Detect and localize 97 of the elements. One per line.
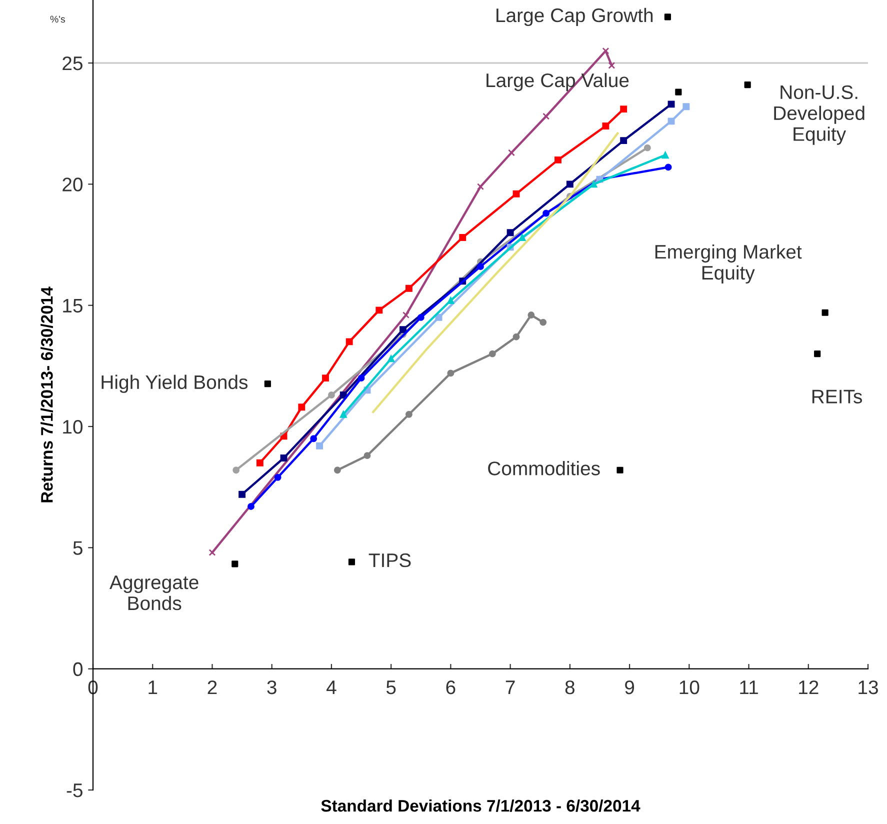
y-tick-label: 10 (63, 420, 83, 434)
point (675, 88, 682, 96)
annotation: Large Cap Growth (496, 8, 653, 26)
point (644, 144, 651, 152)
annotation: Aggregate Bonds (110, 576, 198, 610)
point (528, 312, 535, 319)
point (364, 452, 371, 460)
point (232, 466, 240, 474)
point (280, 454, 288, 462)
point (602, 122, 610, 130)
point (540, 318, 547, 326)
point (328, 392, 335, 398)
y-tick-label: 20 (62, 178, 83, 192)
x-tick-label: 7 (506, 680, 515, 694)
point (400, 326, 406, 334)
annotation: TIPS (368, 553, 411, 568)
point (664, 164, 672, 171)
point (447, 370, 454, 377)
annotation: Commodities (488, 461, 600, 476)
point (554, 156, 562, 164)
y-tick-label: 0 (73, 662, 83, 676)
point (388, 355, 395, 362)
point (477, 183, 484, 190)
annotation: Large Cap Value (486, 72, 629, 92)
point (590, 180, 598, 188)
point (668, 100, 675, 108)
point (340, 392, 347, 398)
point (447, 297, 454, 304)
point (682, 103, 690, 110)
point (814, 350, 821, 358)
x-tick-label: 4 (326, 680, 336, 694)
point (512, 333, 520, 340)
point (340, 410, 347, 418)
x-tick-label: 9 (625, 680, 634, 694)
x-tick-label: 1 (148, 680, 158, 694)
x-tick-label: 5 (386, 680, 396, 694)
point (506, 229, 514, 236)
y-axis-title: Returns 7/1/2013- 6/30/2014 (40, 286, 53, 502)
point (376, 306, 383, 314)
point (405, 410, 412, 418)
point (346, 338, 353, 346)
point (620, 137, 628, 144)
point (208, 549, 216, 556)
line-series (372, 132, 619, 414)
y-tick-label: 5 (73, 541, 82, 555)
point (459, 234, 466, 241)
x-tick-label: 13 (858, 680, 878, 694)
point (298, 404, 306, 411)
point (256, 459, 264, 466)
point (405, 284, 412, 292)
point (512, 190, 520, 198)
x-tick-label: 11 (740, 680, 758, 694)
point (232, 560, 238, 568)
point (668, 118, 675, 125)
point (542, 112, 550, 120)
point (417, 314, 424, 321)
x-tick-label: 8 (565, 680, 574, 694)
y-tick-label: 25 (62, 56, 82, 70)
point (488, 350, 496, 358)
point (435, 314, 442, 321)
point (664, 14, 671, 20)
x-tick-label: 12 (799, 680, 818, 694)
point (274, 474, 282, 481)
point (334, 466, 341, 474)
annotation: High Yield Bonds (102, 374, 248, 393)
point (508, 149, 515, 156)
point (602, 47, 610, 54)
point (662, 152, 669, 159)
point (518, 234, 526, 241)
point (316, 442, 324, 450)
point (264, 380, 271, 388)
point (477, 263, 484, 270)
annotation: REITs (812, 390, 862, 404)
point (310, 435, 318, 442)
annotation: Emerging Market Equity (655, 244, 802, 284)
x-tick-label: 3 (267, 680, 276, 694)
point (322, 374, 329, 382)
text: %'s (50, 16, 66, 23)
point (248, 503, 254, 510)
point (238, 490, 246, 498)
x-axis-title: Standard Deviations 7/1/2013 - 6/30/2014 (321, 799, 640, 812)
point (358, 374, 365, 382)
point (822, 309, 828, 316)
point (608, 62, 616, 69)
point (616, 466, 624, 474)
x-tick-label: 10 (680, 680, 700, 694)
point (620, 106, 628, 113)
y-tick-label: -5 (66, 784, 82, 798)
point (542, 210, 550, 217)
y-tick-label: 15 (63, 299, 82, 313)
point (566, 180, 574, 188)
x-tick-label: 6 (446, 680, 456, 694)
annotation: Non-U.S. Developed Equity (774, 85, 864, 145)
point (402, 312, 410, 319)
x-tick-label: 2 (208, 680, 217, 694)
point (348, 558, 356, 566)
point (744, 82, 751, 88)
